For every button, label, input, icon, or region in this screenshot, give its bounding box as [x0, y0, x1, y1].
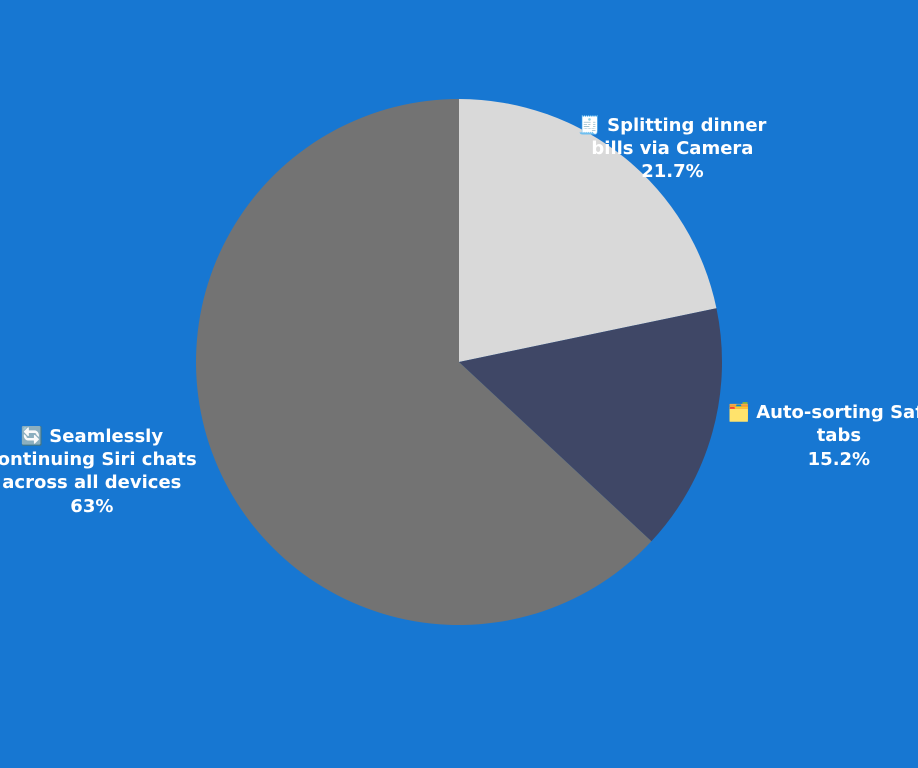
- value-label: 15.2%: [807, 448, 871, 470]
- category-label: 🔄 Seamlessly continuing Siri chats acros…: [0, 425, 197, 494]
- pie-slice: [459, 308, 722, 542]
- value-label: 63%: [70, 495, 114, 517]
- category-label: 🧾 Splitting dinner bills via Camera: [578, 114, 767, 159]
- pie-slice: [196, 98, 652, 625]
- slice-label: 🧾 Splitting dinner bills via Camera 21.7%: [557, 114, 787, 184]
- category-label: 🗂️ Auto-sorting Safari tabs: [727, 401, 918, 447]
- pie-slice: [459, 99, 717, 362]
- value-label: 21.7%: [641, 161, 704, 183]
- slice-label: 🔄 Seamlessly continuing Siri chats acros…: [0, 425, 207, 519]
